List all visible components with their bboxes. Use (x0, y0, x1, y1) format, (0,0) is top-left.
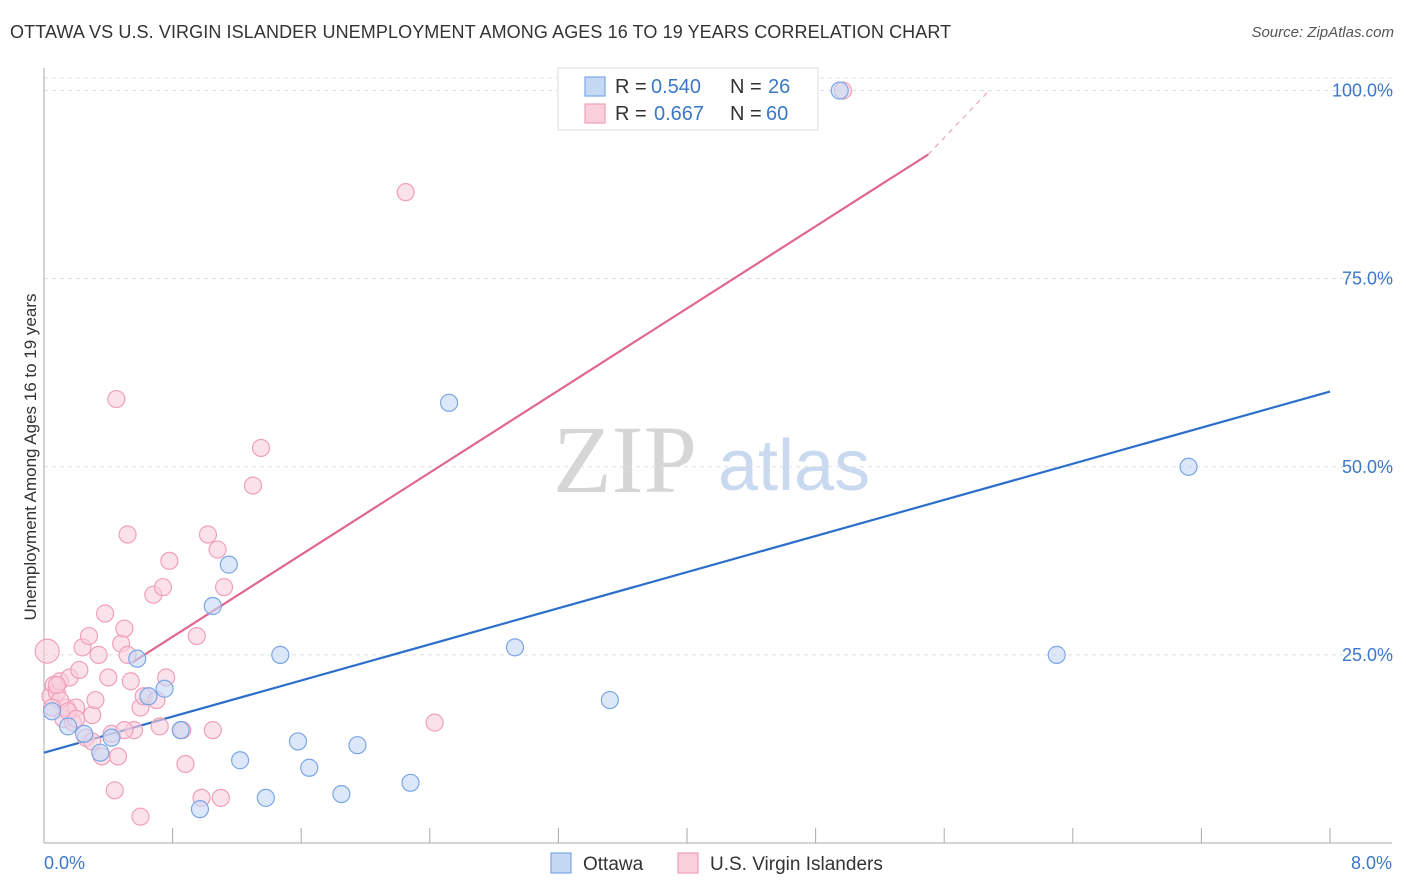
virgin-islanders-point-53 (396, 183, 415, 202)
series-legend: Ottawa U.S. Virgin Islanders (550, 852, 883, 875)
x-tick-label-max: 8.0% (1351, 853, 1392, 873)
ottawa-point-20 (439, 393, 459, 412)
virgin-islanders-point-15 (86, 690, 105, 710)
ottawa-point-13 (256, 788, 275, 807)
ottawa-point-19 (401, 773, 420, 792)
legend-r-value-ottawa: 0.540 (651, 76, 701, 98)
trend-line-dashed-1 (927, 90, 990, 155)
virgin-islanders-point-33 (153, 578, 173, 597)
trend-lines (43, 90, 1331, 754)
ottawa-point-17 (332, 784, 351, 804)
ottawa-point-23 (1047, 645, 1066, 664)
virgin-islanders-point-49 (107, 389, 126, 409)
virgin-islanders-point-38 (187, 626, 206, 646)
ottawa-point-3 (91, 743, 110, 762)
watermark-zip: ZIP (553, 406, 697, 513)
ottawa-point-0 (42, 702, 62, 721)
legend-n-label-virgin-islanders: N = (730, 103, 762, 125)
grid-lines (44, 77, 1392, 656)
virgin-islanders-point-37 (176, 754, 195, 774)
ottawa-point-10 (203, 596, 222, 616)
virgin-islanders-point-13 (79, 626, 99, 646)
legend-r-value-virgin-islanders: 0.667 (654, 103, 704, 125)
virgin-islanders-point-14 (83, 705, 102, 725)
y-tick-label-3: 100.0% (1332, 81, 1393, 101)
legend-swatch-ottawa (584, 76, 606, 97)
virgin-islanders-point-32 (150, 717, 169, 736)
source-credit: Source: ZipAtlas.com (1251, 24, 1394, 41)
ottawa-points-blue (42, 81, 1198, 819)
virgin-islanders-point-35 (160, 551, 179, 570)
y-tick-label-1: 50.0% (1342, 457, 1393, 477)
virgin-islanders-point-0 (34, 638, 60, 664)
legend-n-value-virgin-islanders: 60 (766, 103, 788, 125)
ottawa-point-6 (139, 687, 158, 706)
virgin-islanders-point-24 (115, 619, 134, 638)
ottawa-point-5 (128, 649, 147, 668)
legend-r-label-virgin-islanders: R = (615, 103, 647, 125)
virgin-islanders-point-41 (203, 721, 222, 740)
ottawa-point-9 (190, 800, 210, 819)
virgin-islanders-point-57 (47, 675, 66, 695)
ottawa-point-7 (155, 679, 174, 698)
bottom-legend-label-ottawa: Ottawa (583, 854, 644, 875)
virgin-islanders-point-19 (99, 668, 118, 687)
ottawa-point-24 (1179, 457, 1198, 476)
ottawa-point-15 (288, 732, 308, 751)
ottawa-point-18 (348, 736, 367, 755)
ottawa-point-12 (231, 751, 250, 770)
virgin-islanders-point-18 (95, 604, 115, 623)
y-tick-label-0: 25.0% (1342, 645, 1393, 665)
virgin-islanders-point-44 (211, 788, 230, 807)
virgin-islanders-point-52 (425, 713, 444, 732)
ottawa-point-8 (171, 721, 190, 740)
legend-n-label-ottawa: N = (730, 76, 762, 98)
watermark-atlas: atlas (718, 426, 870, 506)
ottawa-point-2 (75, 724, 94, 743)
trend-line-1 (131, 153, 929, 664)
ottawa-point-1 (59, 717, 78, 736)
ottawa-point-22 (600, 690, 619, 710)
virgin-islanders-point-50 (118, 525, 137, 544)
x-axis-ticks (172, 828, 1331, 843)
legend-swatch-virgin-islanders (584, 103, 606, 124)
virgin-islanders-point-16 (89, 645, 108, 664)
bottom-legend-swatch-virgin-islanders (677, 852, 699, 874)
virgin-islanders-point-40 (198, 525, 218, 544)
legend-r-label-ottawa: R = (615, 76, 647, 98)
virgin-islanders-point-21 (105, 781, 124, 800)
virgin-islanders-point-10 (70, 660, 89, 680)
legend-n-value-ottawa: 26 (768, 76, 790, 98)
ottawa-point-25 (830, 81, 849, 100)
virgin-islanders-point-46 (251, 438, 271, 458)
ottawa-point-4 (102, 728, 121, 747)
virgin-islanders-point-22 (108, 747, 128, 766)
ottawa-point-16 (300, 758, 319, 777)
ottawa-point-11 (219, 555, 238, 574)
y-axis-tick-labels: 25.0% 50.0% 75.0% 100.0% (1332, 81, 1393, 665)
ottawa-point-21 (505, 638, 525, 657)
y-axis-label: Unemployment Among Ages 16 to 19 years (21, 294, 40, 621)
correlation-legend: R = 0.540 N = 26 R = 0.667 N = 60 (557, 67, 819, 131)
y-tick-label-2: 75.0% (1342, 269, 1393, 289)
ottawa-point-14 (271, 645, 290, 664)
virgin-islanders-point-51 (131, 807, 150, 826)
virgin-islanders-point-42 (208, 540, 227, 559)
bottom-legend-label-virgin-islanders: U.S. Virgin Islanders (710, 854, 883, 875)
trend-line-0 (43, 390, 1331, 754)
bottom-legend-swatch-ottawa (550, 852, 572, 874)
virgin-islanders-point-45 (243, 476, 263, 495)
virgin-islanders-point-26 (121, 672, 140, 691)
x-tick-label-min: 0.0% (44, 853, 85, 873)
virgin-islanders-point-43 (214, 578, 234, 597)
chart-title: OTTAWA VS U.S. VIRGIN ISLANDER UNEMPLOYM… (10, 22, 952, 42)
